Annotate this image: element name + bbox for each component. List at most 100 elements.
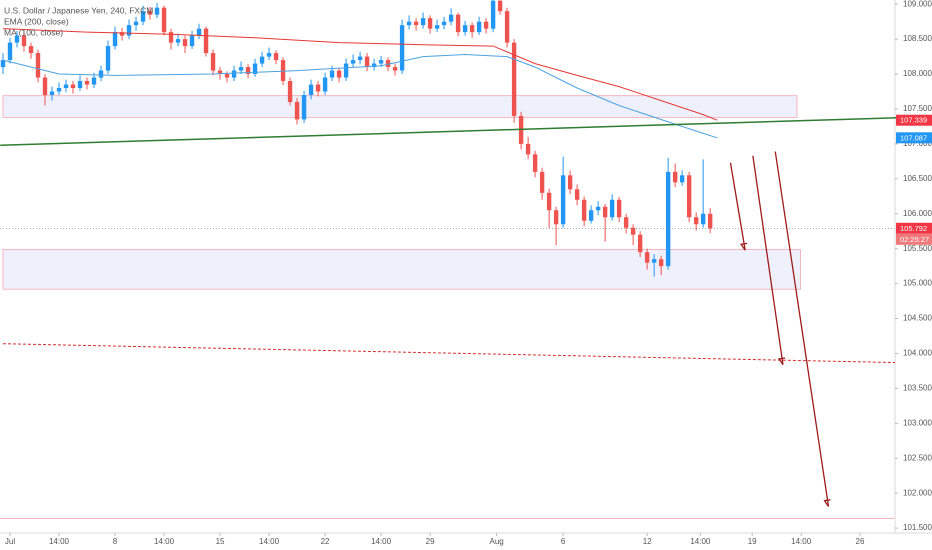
y-tick-label: 107.000 [903,139,932,148]
candle-body [98,70,104,78]
y-tick-label: 101.500 [903,523,932,532]
zone [2,248,801,290]
arrow [774,151,830,507]
candle-body [168,32,174,43]
target-line [2,343,896,364]
candle-body [420,18,426,26]
candle-body [406,21,412,26]
ema-badge-bg [896,114,932,126]
candle-body [602,206,608,218]
countdown: 02:25:27 [900,235,929,244]
candle-body [238,67,244,71]
y-tick-label: 106.000 [903,209,932,218]
candle-body [588,210,594,221]
x-tick-label: 22 [321,537,330,546]
candle-body [525,143,531,155]
y-tick-label: 109.000 [903,0,932,8]
candle-body [231,70,237,78]
candle-body [595,206,601,211]
candle-body [301,95,307,120]
candle-body [91,77,97,85]
y-tick-label: 103.500 [903,384,932,393]
candle-body [399,25,405,71]
arrow [752,155,784,365]
candle-body [511,42,517,116]
candle-body [343,63,349,78]
candle-body [665,171,671,267]
candle-body [658,259,664,267]
candle-body [637,234,643,253]
candle-body [609,199,615,218]
candle-body [700,213,706,225]
candle-body [483,21,489,29]
candle-body [413,21,419,26]
candle-body [140,11,146,22]
candle-body [553,210,559,225]
zone [2,95,798,118]
candle-body [77,81,83,89]
candle-body [385,60,391,68]
candle-body [266,53,272,57]
x-tick-label: 19 [748,537,757,546]
candle-body [378,60,384,64]
y-tick-label: 105.500 [903,244,932,253]
candle-body [259,56,265,64]
x-tick-label: Jul [5,537,15,546]
x-tick-label: 14:00 [371,537,392,546]
candle-body [448,14,454,22]
y-tick-label: 102.000 [903,488,932,497]
candle-body [287,81,293,102]
x-tick-label: 26 [856,537,865,546]
ma-badge-bg [896,132,932,144]
candle-body [119,32,125,36]
y-tick-label: 104.000 [903,349,932,358]
candle-body [252,63,258,75]
candle-body [336,70,342,78]
candle-body [210,53,216,71]
candle-body [84,81,90,85]
candle-body [616,199,622,218]
candle-body [644,252,650,263]
x-tick-label: 6 [561,537,566,546]
trendline [0,115,932,147]
candle-body [469,25,475,33]
candle-body [434,25,440,29]
x-tick-label: 12 [643,537,652,546]
indicator-line [2,53,718,139]
arrow-head [823,499,831,507]
x-tick-label: 14:00 [49,537,70,546]
candle-body [42,77,48,96]
ema-badge: 107.339 [900,116,927,125]
y-tick-label: 104.500 [903,314,932,323]
chart-title: U.S. Dollar / Japanese Yen, 240, FXCM [4,5,153,15]
x-tick-label: 15 [216,537,225,546]
candle-body [315,84,321,92]
candle-body [651,259,657,263]
candle-body [175,39,181,43]
candle-body [364,56,370,68]
candle-body [371,63,377,68]
candle-body [203,28,209,54]
arrow-head [739,242,748,251]
candle-body [630,227,636,235]
candle-body [70,84,76,89]
candle-body [679,175,685,183]
candle-body [532,154,538,172]
last-price-badge: 105.792 [900,224,927,233]
indicator-line [2,28,718,121]
y-tick-label: 106.500 [903,174,932,183]
countdown-bg [896,233,932,245]
x-tick-label: 14:00 [791,537,812,546]
x-tick-label: 14:00 [690,537,711,546]
candle-body [189,35,195,47]
plot-area [0,0,895,519]
x-tick-label: 29 [426,537,435,546]
legend-entry: EMA (200, close) [4,16,69,26]
candle-body [196,28,202,36]
candle-body [154,7,160,15]
candle-body [693,217,699,225]
y-tick-label: 108.500 [903,34,932,43]
x-tick-label: Aug [489,537,503,546]
candle-body [280,60,286,82]
